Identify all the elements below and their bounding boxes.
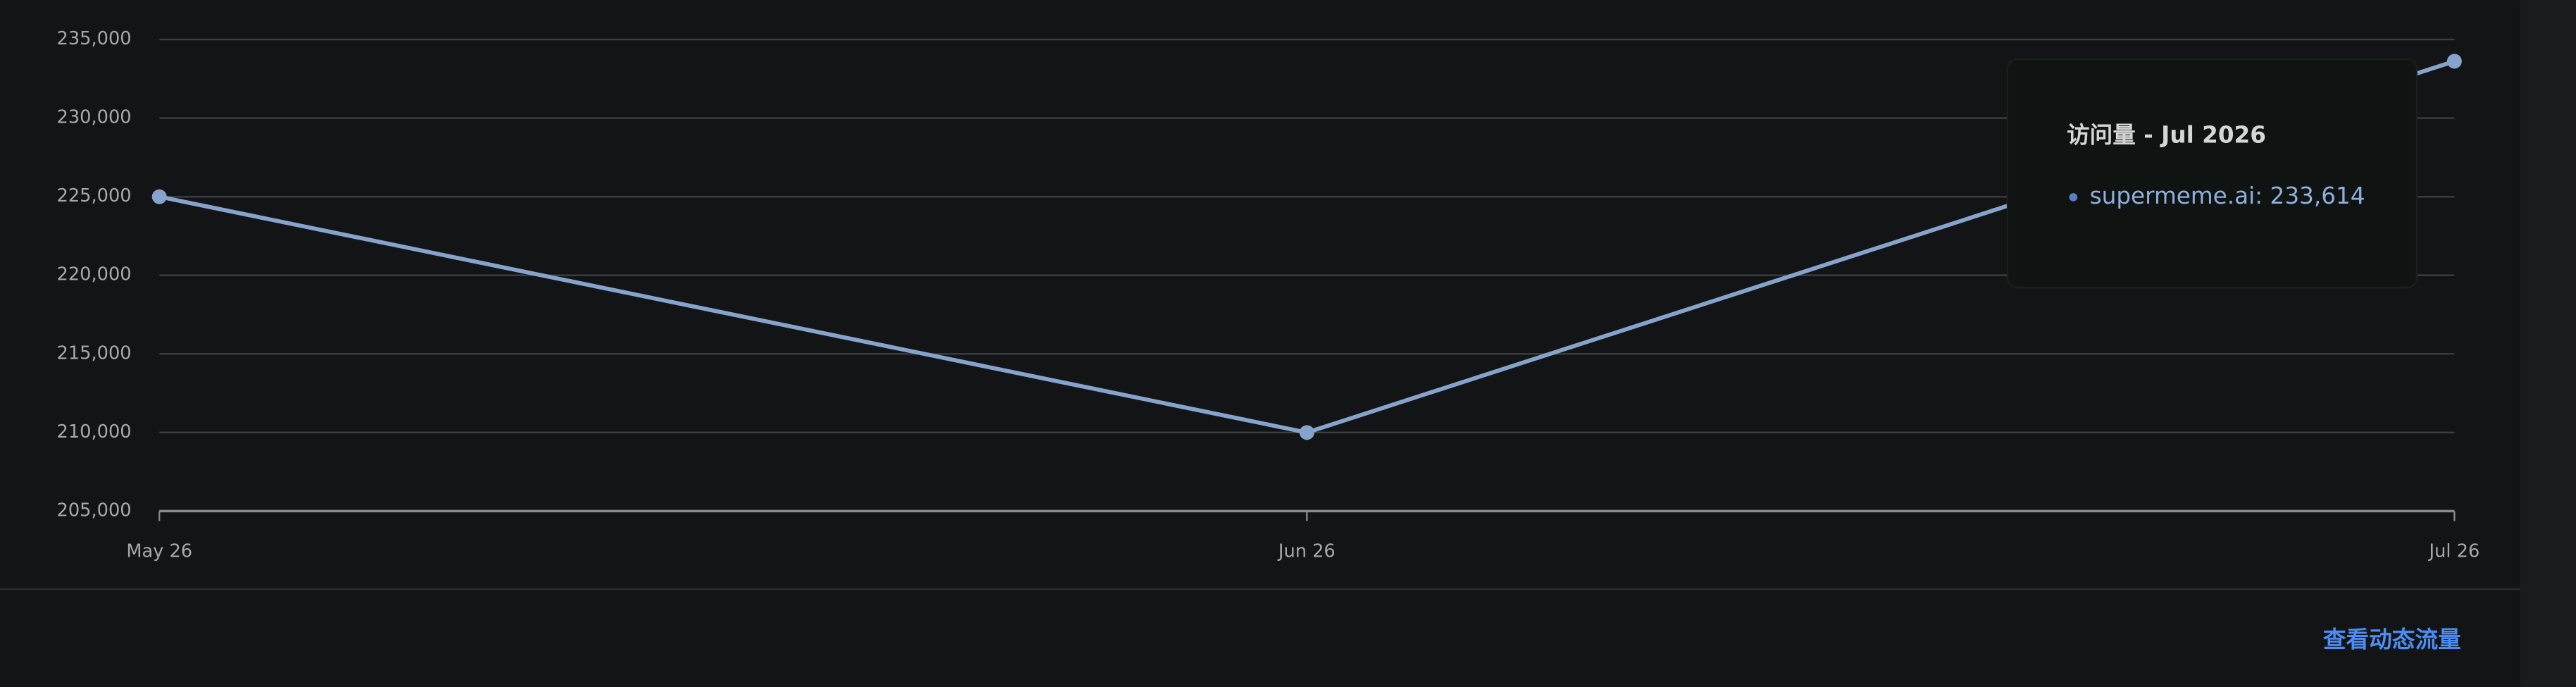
y-tick-label: 210,000: [57, 421, 132, 442]
y-tick-label: 230,000: [57, 107, 132, 128]
traffic-link[interactable]: 查看动态流量: [2323, 626, 2461, 653]
tooltip: 访问量 - Jul 2026 supermeme.ai: 233,614: [2006, 58, 2418, 289]
x-tick-label: May 26: [126, 541, 192, 562]
side-strip: [2520, 0, 2576, 687]
y-tick-label: 225,000: [57, 185, 132, 206]
y-tick-label: 235,000: [57, 28, 132, 49]
tooltip-title: 访问量 - Jul 2026: [2067, 122, 2266, 149]
y-tick-label: 205,000: [57, 500, 132, 521]
data-point: [2446, 54, 2462, 69]
tooltip-dot: [2069, 193, 2078, 202]
data-point: [151, 189, 167, 204]
tooltip-box: [2006, 58, 2418, 289]
x-tick-label: Jun 26: [1277, 541, 1336, 562]
y-tick-label: 215,000: [57, 342, 132, 364]
data-point: [1299, 425, 1314, 440]
tooltip-text: supermeme.ai: 233,614: [2090, 182, 2365, 209]
x-tick-label: Jul 26: [2428, 541, 2480, 562]
y-tick-label: 220,000: [57, 264, 132, 285]
